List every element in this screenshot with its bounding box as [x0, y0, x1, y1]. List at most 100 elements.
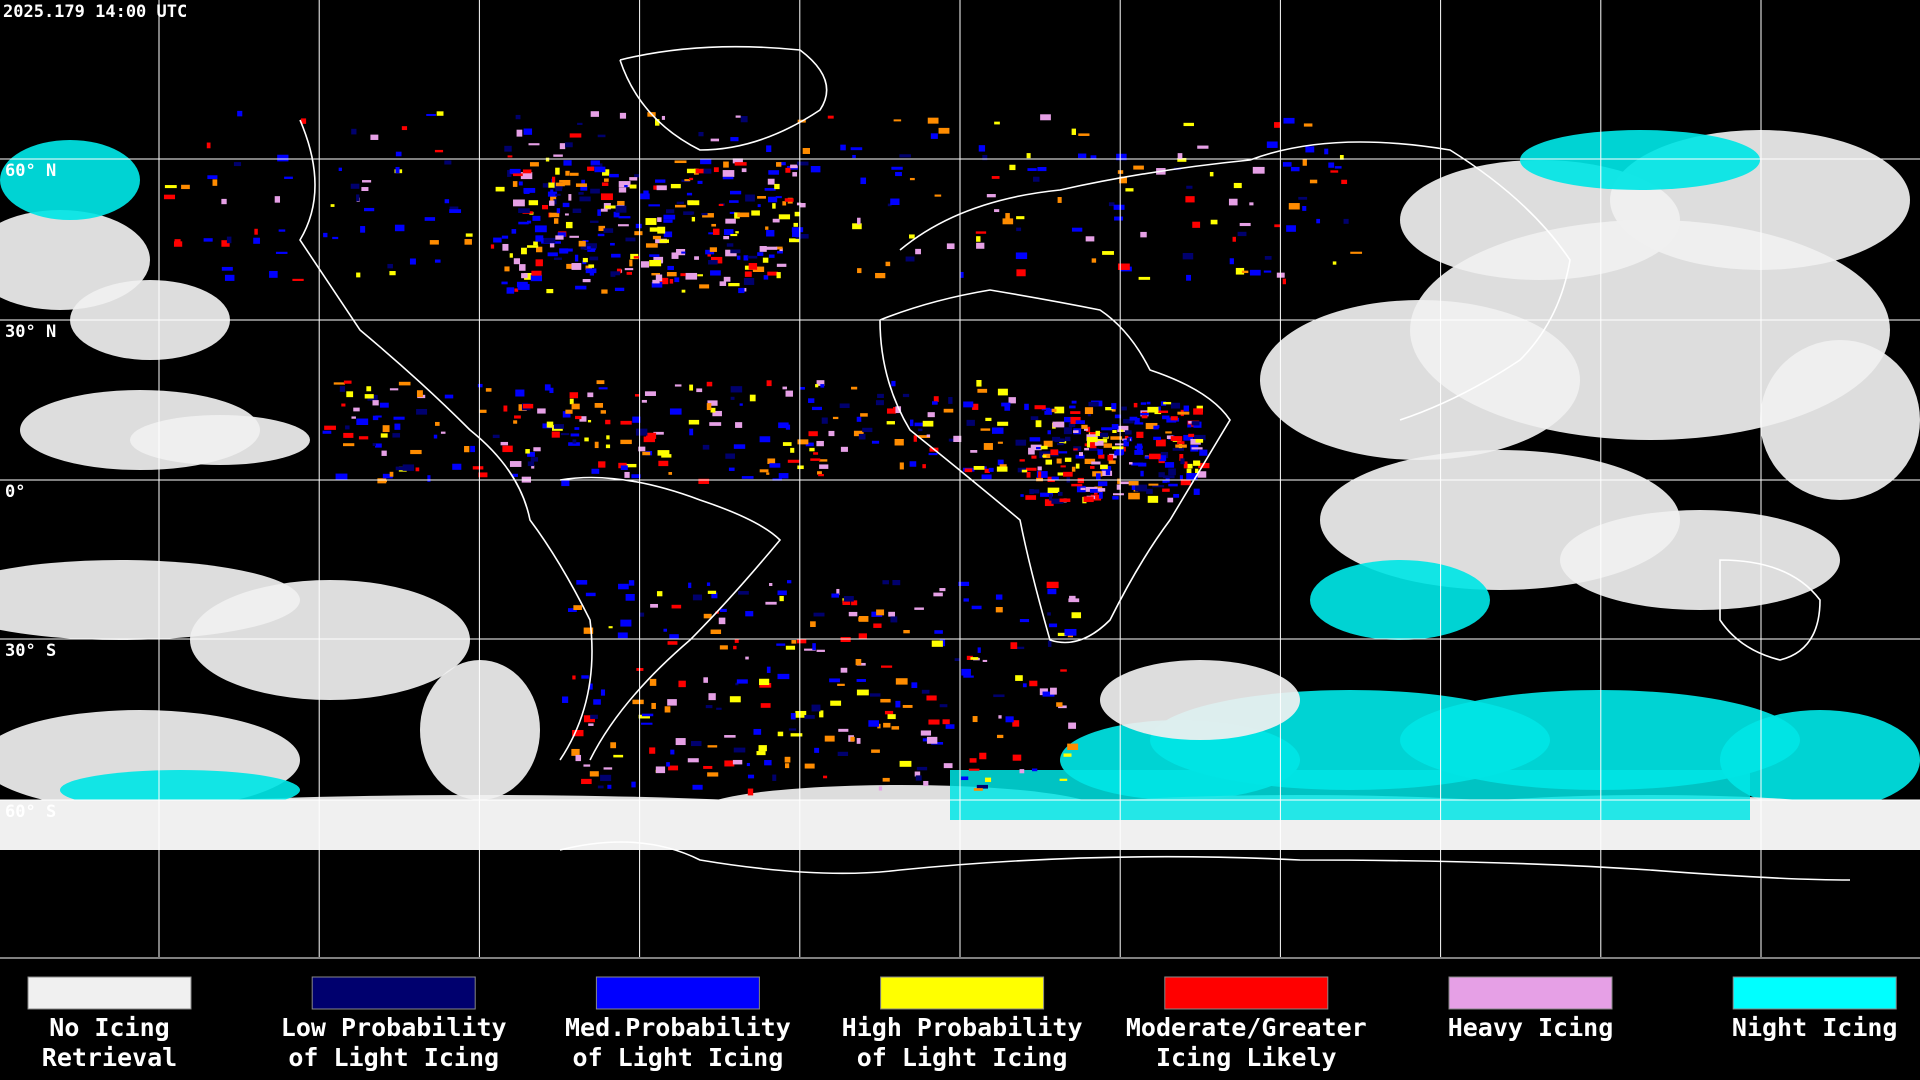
icing-speck — [335, 473, 348, 481]
icing-speck — [817, 471, 822, 475]
icing-speck — [976, 380, 982, 387]
icing-speck — [1069, 405, 1076, 409]
icing-speck — [939, 704, 948, 708]
icing-speck — [1027, 168, 1037, 171]
icing-speck — [918, 435, 931, 438]
icing-speck — [1080, 487, 1086, 491]
icing-speck — [893, 119, 902, 122]
icing-speck — [799, 202, 806, 208]
icing-speck — [629, 259, 633, 267]
icing-speck — [1286, 225, 1296, 232]
icing-speck — [899, 462, 904, 470]
icing-speck — [649, 227, 662, 232]
legend-label: High Probability — [842, 1013, 1083, 1042]
icing-speck — [1170, 416, 1178, 421]
icing-speck — [784, 198, 794, 202]
icing-speck — [343, 380, 352, 384]
icing-speck — [512, 473, 518, 477]
icing-speck — [596, 380, 605, 385]
icing-speck — [981, 474, 992, 480]
icing-speck — [1108, 460, 1116, 464]
icing-speck — [663, 231, 673, 238]
icing-speck — [1241, 270, 1249, 274]
icing-speck — [358, 436, 369, 440]
icing-speck — [507, 170, 512, 177]
icing-speck — [716, 707, 722, 710]
icing-speck — [1195, 471, 1207, 478]
icing-speck — [649, 747, 656, 754]
icing-speck — [277, 154, 289, 162]
icing-speck — [633, 256, 640, 259]
icing-speck — [366, 386, 372, 392]
coastlines — [299, 45, 1851, 881]
icing-speck — [1052, 421, 1065, 428]
icing-speck — [1162, 488, 1170, 492]
icing-speck — [528, 143, 540, 146]
icing-speck — [598, 387, 608, 390]
icing-speck — [1005, 716, 1014, 723]
icing-speck — [356, 418, 369, 425]
icing-speck — [527, 220, 532, 224]
icing-speck — [1133, 165, 1144, 170]
icing-speck — [389, 271, 396, 276]
icing-speck — [655, 119, 660, 126]
icing-speck — [815, 384, 819, 388]
icing-speck — [645, 218, 657, 225]
icing-speck — [687, 200, 700, 206]
icing-speck — [837, 683, 845, 686]
icing-speck — [1182, 253, 1194, 260]
icing-speck — [1016, 227, 1022, 232]
icing-speck — [1282, 278, 1286, 285]
icing-speck — [372, 443, 377, 446]
icing-speck — [1051, 476, 1059, 480]
icing-speck — [1036, 471, 1048, 478]
icing-speck — [580, 185, 588, 191]
icing-speck — [1330, 170, 1339, 173]
icing-speck — [926, 695, 937, 701]
icing-speck — [812, 643, 816, 651]
icing-speck — [852, 223, 862, 230]
icing-speck — [226, 236, 232, 244]
icing-speck — [779, 248, 783, 253]
icing-speck — [632, 699, 644, 705]
icing-speck — [1063, 416, 1074, 423]
icing-speck — [398, 381, 411, 386]
icing-speck — [547, 252, 558, 257]
icing-speck — [600, 689, 606, 696]
icing-speck — [1180, 458, 1185, 465]
icing-speck — [1047, 612, 1051, 616]
icing-speck — [652, 235, 661, 240]
icing-speck — [668, 472, 673, 475]
icing-speck — [689, 428, 694, 436]
icing-speck — [785, 390, 793, 397]
icing-speck — [670, 749, 675, 755]
icing-speck — [605, 205, 616, 209]
icing-speck — [1068, 598, 1080, 603]
icing-speck — [569, 392, 579, 399]
icing-speck — [777, 251, 783, 254]
icing-speck — [525, 449, 530, 454]
icing-speck — [777, 673, 790, 680]
icing-speck — [1097, 488, 1106, 492]
icing-speck — [1140, 412, 1149, 416]
icing-speck — [1040, 492, 1051, 497]
icing-speck — [527, 461, 535, 467]
icing-speck — [578, 192, 584, 195]
icing-speck — [435, 421, 440, 426]
icing-speck — [850, 147, 863, 151]
icing-speck — [533, 241, 538, 246]
icing-speck — [557, 232, 566, 237]
icing-speck — [760, 703, 771, 708]
icing-speck — [582, 260, 587, 265]
icing-speck — [735, 115, 741, 118]
icing-speck — [1167, 497, 1174, 503]
icing-speck — [1195, 439, 1204, 443]
icing-speck — [858, 433, 866, 440]
icing-speck — [830, 700, 842, 706]
icing-speck — [698, 131, 704, 137]
icing-speck — [1102, 436, 1109, 439]
legend-label: Icing Likely — [1156, 1043, 1337, 1072]
icing-speck — [574, 254, 579, 262]
icing-speck — [733, 747, 746, 753]
icing-speck — [339, 386, 346, 392]
